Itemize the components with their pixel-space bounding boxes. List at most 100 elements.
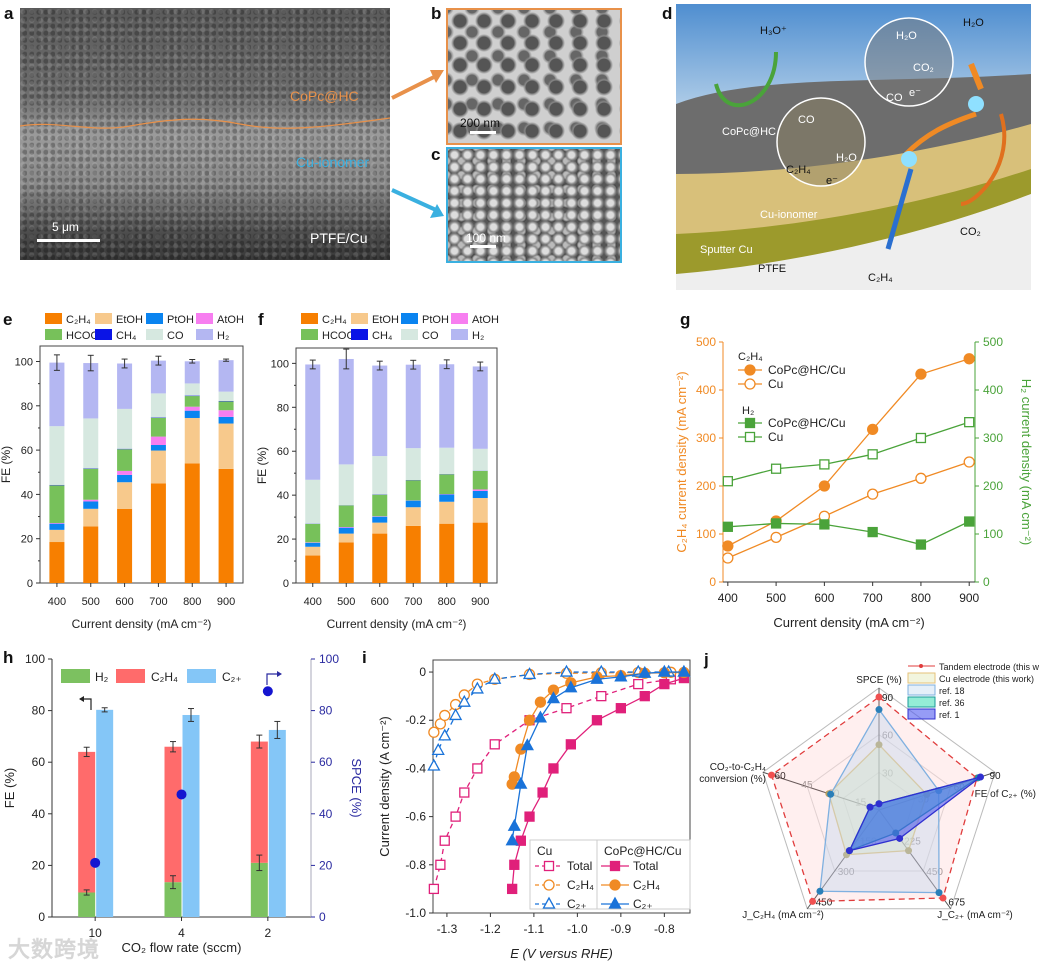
h-x-tick-label: 4 — [178, 926, 185, 940]
i-data-point — [508, 884, 517, 893]
i-data-point — [562, 704, 571, 713]
f-legend-label: H₂ — [472, 330, 484, 342]
g-x-tick-label: 500 — [766, 591, 786, 605]
j-data-point — [867, 804, 874, 811]
e-bar-hcooh — [219, 401, 234, 410]
f-bar-ptoh — [305, 543, 320, 547]
f-bar-ptoh — [406, 501, 421, 508]
g-data-point — [772, 519, 781, 528]
f-bar-co — [439, 448, 454, 474]
i-x-tick-label: -1.1 — [524, 922, 545, 936]
h-y-tick-label: 60 — [32, 755, 46, 769]
i-legend-label: Total — [567, 859, 592, 873]
i-data-point — [566, 740, 575, 749]
i-legend-header: CoPc@HC/Cu — [604, 844, 682, 858]
h-bar-h2 — [78, 892, 95, 917]
f-bar-co — [372, 456, 387, 494]
j-legend-label: ref. 18 — [939, 686, 965, 696]
f-bar-co — [305, 480, 320, 524]
e-bar-ptoh — [219, 417, 234, 424]
j-legend-label: Tandem electrode (this work) — [939, 662, 1039, 672]
e-bar-c2h4 — [117, 509, 132, 583]
f-legend-label: PtOH — [422, 314, 449, 326]
i-data-point — [440, 710, 450, 720]
g-legend-marker — [746, 433, 755, 442]
j-data-point — [936, 889, 943, 896]
e-bar-h2 — [219, 360, 234, 391]
e-x-tick-label: 400 — [48, 596, 66, 608]
g-data-point — [965, 517, 974, 526]
j-data-point — [809, 898, 816, 905]
i-series-line — [512, 673, 684, 785]
f-bar-ptoh — [339, 528, 354, 534]
j-data-point — [977, 774, 984, 781]
f-bar-hcooh — [473, 471, 488, 489]
f-y-tick-label: 80 — [277, 402, 289, 414]
h-bar-c2h4 — [165, 747, 182, 882]
i-data-point — [439, 730, 450, 740]
e-bar-h2 — [49, 363, 64, 427]
i-data-point — [510, 860, 519, 869]
e-bar-c2h4 — [49, 542, 64, 583]
j-axis-label: FE of C₂₊ (%) — [975, 789, 1036, 800]
e-y-tick-label: 60 — [21, 445, 33, 457]
h-y-tick-label: 40 — [32, 807, 46, 821]
g-x-tick-label: 800 — [911, 591, 931, 605]
f-legend-label: AtOH — [472, 314, 499, 326]
j-data-point — [876, 694, 883, 701]
j-tick-label: 675 — [948, 897, 965, 908]
e-bar-atoh — [49, 523, 64, 524]
g-data-point — [868, 450, 877, 459]
i-data-point — [592, 716, 601, 725]
g-y2-tick-label: 100 — [983, 527, 1003, 541]
i-data-point — [538, 788, 547, 797]
h-bar-c2plus — [269, 730, 286, 917]
h-spce-point — [263, 686, 273, 696]
f-legend-label: C₂H₄ — [322, 314, 347, 326]
h-left-arrow-head — [79, 696, 84, 702]
h-y-tick-label: 0 — [38, 910, 45, 924]
e-y-tick-label: 80 — [21, 401, 33, 413]
g-data-point — [723, 477, 732, 486]
e-bar-ptoh — [83, 501, 98, 508]
g-y2-tick-label: 0 — [983, 575, 990, 589]
f-bar-ptoh — [439, 494, 454, 501]
j-data-point — [816, 888, 823, 895]
g-y-tick-label: 200 — [696, 479, 716, 493]
f-bar-etoh — [473, 498, 488, 523]
e-legend-swatch-ptoh — [146, 313, 163, 324]
g-y2-tick-label: 300 — [983, 431, 1003, 445]
e-x-tick-label: 500 — [82, 596, 100, 608]
f-legend-swatch-etoh — [351, 313, 368, 324]
f-bar-etoh — [305, 547, 320, 556]
h-bar-c2plus — [183, 715, 200, 917]
e-legend-swatch-etoh — [95, 313, 112, 324]
h-left-arrow-icon — [80, 699, 91, 710]
f-x-tick-label: 800 — [438, 596, 456, 608]
e-bar-co — [219, 392, 234, 401]
e-legend-label: C₂H₄ — [66, 314, 91, 326]
e-x-tick-label: 700 — [149, 596, 167, 608]
i-data-point — [597, 692, 606, 701]
f-bar-etoh — [339, 534, 354, 543]
i-legend-marker — [545, 862, 554, 871]
f-x-axis-title: Current density (mA cm⁻²) — [327, 617, 467, 631]
e-legend-swatch-h2 — [196, 329, 213, 340]
i-y-tick-label: 0 — [419, 665, 426, 679]
f-x-tick-label: 900 — [471, 596, 489, 608]
g-data-point — [916, 369, 926, 379]
j-legend-marker — [919, 664, 923, 668]
f-bar-h2 — [372, 366, 387, 456]
j-legend-label: ref. 1 — [939, 710, 960, 720]
i-x-tick-label: -1.0 — [567, 922, 588, 936]
e-bar-c2h4 — [185, 463, 200, 583]
e-bar-h2 — [185, 361, 200, 383]
e-y-tick-label: 20 — [21, 534, 33, 546]
g-data-point — [916, 473, 926, 483]
f-y-tick-label: 100 — [271, 358, 289, 370]
e-bar-etoh — [151, 451, 166, 484]
g-data-point — [723, 541, 733, 551]
e-bar-hcooh — [49, 485, 64, 523]
g-data-point — [964, 457, 974, 467]
